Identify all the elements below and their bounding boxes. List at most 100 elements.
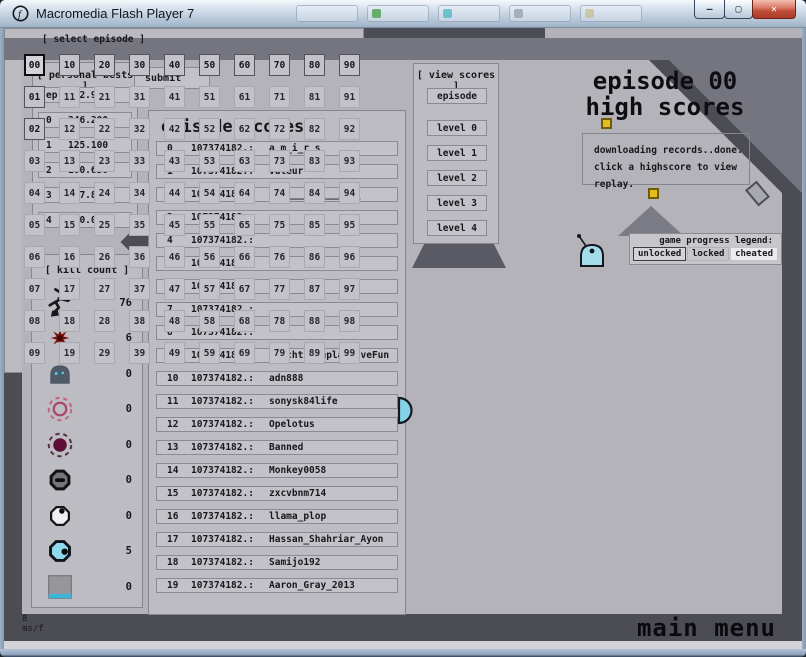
episode-cell-97[interactable]: 97 [339,278,360,300]
episode-cell-26[interactable]: 26 [94,246,115,268]
episode-cell-94[interactable]: 94 [339,182,360,204]
episode-cell-07[interactable]: 07 [24,278,45,300]
episode-cell-89[interactable]: 89 [304,342,325,364]
episode-cell-19[interactable]: 19 [59,342,80,364]
episode-cell-55[interactable]: 55 [199,214,220,236]
highscore-row[interactable]: 10 107374182.: adn888 [156,371,398,386]
episode-cell-51[interactable]: 51 [199,86,220,108]
episode-cell-72[interactable]: 72 [269,118,290,140]
episode-cell-68[interactable]: 68 [234,310,255,332]
episode-cell-85[interactable]: 85 [304,214,325,236]
episode-cell-24[interactable]: 24 [94,182,115,204]
episode-cell-14[interactable]: 14 [59,182,80,204]
highscore-row[interactable]: 15 107374182.: zxcvbnm714 [156,486,398,501]
episode-cell-90[interactable]: 90 [339,54,360,76]
episode-cell-74[interactable]: 74 [269,182,290,204]
episode-cell-83[interactable]: 83 [304,150,325,172]
episode-cell-15[interactable]: 15 [59,214,80,236]
level-0-button[interactable]: level 0 [427,120,487,136]
episode-cell-86[interactable]: 86 [304,246,325,268]
episode-cell-17[interactable]: 17 [59,278,80,300]
episode-cell-63[interactable]: 63 [234,150,255,172]
episode-cell-12[interactable]: 12 [59,118,80,140]
episode-cell-79[interactable]: 79 [269,342,290,364]
episode-cell-99[interactable]: 99 [339,342,360,364]
episode-cell-35[interactable]: 35 [129,214,150,236]
episode-cell-13[interactable]: 13 [59,150,80,172]
episode-cell-16[interactable]: 16 [59,246,80,268]
highscore-row[interactable]: 16 107374182.: llama_plop [156,509,398,524]
episode-cell-46[interactable]: 46 [164,246,185,268]
episode-cell-34[interactable]: 34 [129,182,150,204]
episode-cell-82[interactable]: 82 [304,118,325,140]
episode-cell-95[interactable]: 95 [339,214,360,236]
episode-cell-98[interactable]: 98 [339,310,360,332]
episode-cell-31[interactable]: 31 [129,86,150,108]
episode-cell-96[interactable]: 96 [339,246,360,268]
episode-cell-44[interactable]: 44 [164,182,185,204]
episode-cell-58[interactable]: 58 [199,310,220,332]
episode-cell-11[interactable]: 11 [59,86,80,108]
episode-cell-64[interactable]: 64 [234,182,255,204]
episode-cell-28[interactable]: 28 [94,310,115,332]
episode-cell-30[interactable]: 30 [129,54,150,76]
episode-cell-36[interactable]: 36 [129,246,150,268]
episode-cell-75[interactable]: 75 [269,214,290,236]
highscore-row[interactable]: 19 107374182.: Aaron_Gray_2013 [156,578,398,593]
episode-cell-49[interactable]: 49 [164,342,185,364]
level-3-button[interactable]: level 3 [427,195,487,211]
episode-cell-88[interactable]: 88 [304,310,325,332]
episode-cell-78[interactable]: 78 [269,310,290,332]
episode-cell-18[interactable]: 18 [59,310,80,332]
episode-cell-10[interactable]: 10 [59,54,80,76]
episode-cell-57[interactable]: 57 [199,278,220,300]
episode-cell-60[interactable]: 60 [234,54,255,76]
episode-cell-92[interactable]: 92 [339,118,360,140]
episode-cell-65[interactable]: 65 [234,214,255,236]
episode-cell-05[interactable]: 05 [24,214,45,236]
episode-cell-67[interactable]: 67 [234,278,255,300]
episode-cell-25[interactable]: 25 [94,214,115,236]
episode-cell-66[interactable]: 66 [234,246,255,268]
minimize-button[interactable]: — [694,0,725,19]
window-titlebar[interactable]: f Macromedia Flash Player 7 — ▢ ✕ [0,0,806,28]
episode-cell-71[interactable]: 71 [269,86,290,108]
episode-cell-76[interactable]: 76 [269,246,290,268]
episode-cell-61[interactable]: 61 [234,86,255,108]
view-episode-button[interactable]: episode [427,88,487,104]
highscore-row[interactable]: 11 107374182.: sonysk84life [156,394,398,409]
episode-cell-09[interactable]: 09 [24,342,45,364]
episode-cell-87[interactable]: 87 [304,278,325,300]
episode-cell-22[interactable]: 22 [94,118,115,140]
episode-cell-54[interactable]: 54 [199,182,220,204]
episode-cell-32[interactable]: 32 [129,118,150,140]
episode-cell-42[interactable]: 42 [164,118,185,140]
episode-cell-50[interactable]: 50 [199,54,220,76]
episode-cell-70[interactable]: 70 [269,54,290,76]
highscore-row[interactable]: 14 107374182.: Monkey0058 [156,463,398,478]
episode-cell-43[interactable]: 43 [164,150,185,172]
episode-cell-47[interactable]: 47 [164,278,185,300]
episode-cell-23[interactable]: 23 [94,150,115,172]
highscore-row[interactable]: 18 107374182.: Samijo192 [156,555,398,570]
episode-cell-59[interactable]: 59 [199,342,220,364]
episode-cell-48[interactable]: 48 [164,310,185,332]
level-4-button[interactable]: level 4 [427,220,487,236]
episode-cell-02[interactable]: 02 [24,118,45,140]
episode-cell-41[interactable]: 41 [164,86,185,108]
episode-cell-21[interactable]: 21 [94,86,115,108]
episode-cell-40[interactable]: 40 [164,54,185,76]
episode-cell-53[interactable]: 53 [199,150,220,172]
episode-cell-91[interactable]: 91 [339,86,360,108]
main-menu-button[interactable]: main menu [636,614,776,642]
episode-cell-00[interactable]: 00 [24,54,45,76]
episode-cell-06[interactable]: 06 [24,246,45,268]
episode-cell-56[interactable]: 56 [199,246,220,268]
episode-cell-69[interactable]: 69 [234,342,255,364]
level-1-button[interactable]: level 1 [427,145,487,161]
episode-cell-33[interactable]: 33 [129,150,150,172]
maximize-button[interactable]: ▢ [724,0,753,19]
close-button[interactable]: ✕ [752,0,796,19]
episode-cell-01[interactable]: 01 [24,86,45,108]
episode-cell-27[interactable]: 27 [94,278,115,300]
